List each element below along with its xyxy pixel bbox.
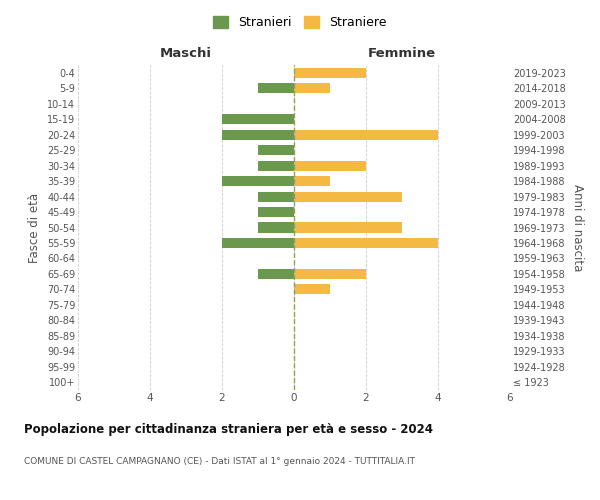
Bar [258, 269, 294, 279]
Text: COMUNE DI CASTEL CAMPAGNANO (CE) - Dati ISTAT al 1° gennaio 2024 - TUTTITALIA.IT: COMUNE DI CASTEL CAMPAGNANO (CE) - Dati … [24, 458, 415, 466]
Bar [222, 176, 294, 186]
Y-axis label: Anni di nascita: Anni di nascita [571, 184, 584, 271]
Bar [258, 160, 294, 170]
Text: Maschi: Maschi [160, 47, 212, 60]
Legend: Stranieri, Straniere: Stranieri, Straniere [208, 11, 392, 34]
Bar [294, 238, 438, 248]
Bar [294, 192, 402, 202]
Bar [258, 222, 294, 232]
Bar [294, 83, 330, 93]
Bar [294, 130, 438, 140]
Bar [294, 176, 330, 186]
Bar [222, 114, 294, 124]
Bar [222, 238, 294, 248]
Bar [258, 145, 294, 155]
Bar [258, 83, 294, 93]
Bar [222, 130, 294, 140]
Bar [294, 284, 330, 294]
Bar [294, 269, 366, 279]
Text: Femmine: Femmine [368, 47, 436, 60]
Y-axis label: Fasce di età: Fasce di età [28, 192, 41, 262]
Bar [258, 207, 294, 217]
Bar [294, 222, 402, 232]
Text: Popolazione per cittadinanza straniera per età e sesso - 2024: Popolazione per cittadinanza straniera p… [24, 422, 433, 436]
Bar [258, 192, 294, 202]
Bar [294, 68, 366, 78]
Bar [294, 160, 366, 170]
